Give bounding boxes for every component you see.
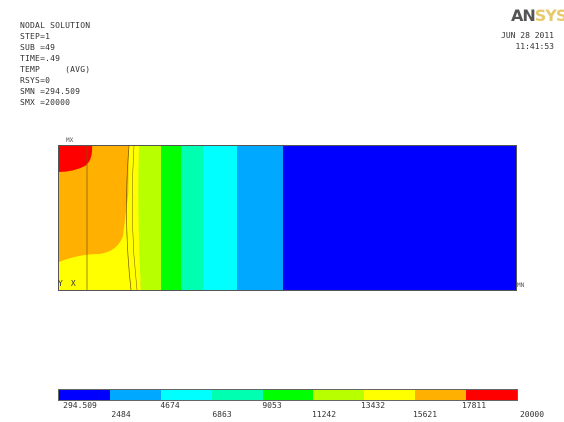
legend-value-label: 4674 — [160, 401, 180, 410]
contour-plot-svg — [59, 146, 516, 290]
legend-value-label: 13432 — [360, 401, 386, 410]
min-marker-label: MN — [517, 282, 525, 289]
max-marker-label: MX — [66, 137, 74, 144]
date-label: JUN 28 2011 — [501, 31, 554, 40]
legend-value-label: 17811 — [461, 401, 487, 410]
legend-swatch-8 — [415, 390, 467, 400]
contour-band-2 — [237, 146, 283, 290]
legend-value-label: 6863 — [212, 410, 232, 419]
time-label: 11:41:53 — [515, 42, 554, 51]
contour-max-region — [59, 146, 93, 172]
info-line-time: TIME=.49 — [20, 54, 61, 63]
legend-value-label: 294.509 — [63, 401, 97, 410]
legend-swatch-7 — [364, 390, 416, 400]
info-line-step: STEP=1 — [20, 32, 51, 41]
info-line-sub: SUB =49 — [20, 43, 56, 52]
legend-value-label: 15621 — [412, 410, 438, 419]
solution-info: NODAL SOLUTION STEP=1 SUB =49 TIME=.49 T… — [20, 20, 90, 108]
legend-swatch-4 — [211, 390, 263, 400]
contour-band-7 — [128, 146, 141, 290]
legend-swatch-5 — [262, 390, 314, 400]
legend-value-label: 9053 — [262, 401, 282, 410]
legend-value-label: 20000 — [519, 410, 545, 419]
axis-x-label: X — [70, 279, 76, 288]
legend-swatch-9 — [466, 390, 518, 400]
info-line-smx: SMX =20000 — [20, 98, 71, 107]
legend-swatch-6 — [313, 390, 365, 400]
info-line-rsys: RSYS=0 — [20, 76, 51, 85]
contour-plot — [58, 145, 517, 291]
legend-swatch-1 — [59, 390, 110, 400]
info-line-temp: TEMP (AVG) — [20, 65, 91, 74]
contour-band-1 — [283, 146, 516, 290]
contour-band-7-lower — [59, 146, 139, 290]
contour-boundary-line — [131, 146, 138, 290]
legend-swatch-2 — [109, 390, 161, 400]
contour-boundary-line — [126, 146, 132, 290]
solution-title: NODAL SOLUTION — [20, 21, 91, 30]
color-legend — [58, 389, 518, 401]
info-line-smn: SMN =294.509 — [20, 87, 81, 96]
contour-band-6 — [138, 146, 161, 290]
axis-y-label: Y — [58, 279, 63, 288]
contour-band-5 — [161, 146, 181, 290]
contour-band-4 — [181, 146, 203, 290]
legend-value-label: 11242 — [311, 410, 337, 419]
datetime-stamp: JUN 28 2011 11:41:53 — [501, 30, 554, 52]
contour-band-3 — [203, 146, 237, 290]
legend-value-label: 2484 — [111, 410, 131, 419]
ansys-logo: ANSYS — [511, 6, 564, 25]
legend-swatch-3 — [160, 390, 212, 400]
